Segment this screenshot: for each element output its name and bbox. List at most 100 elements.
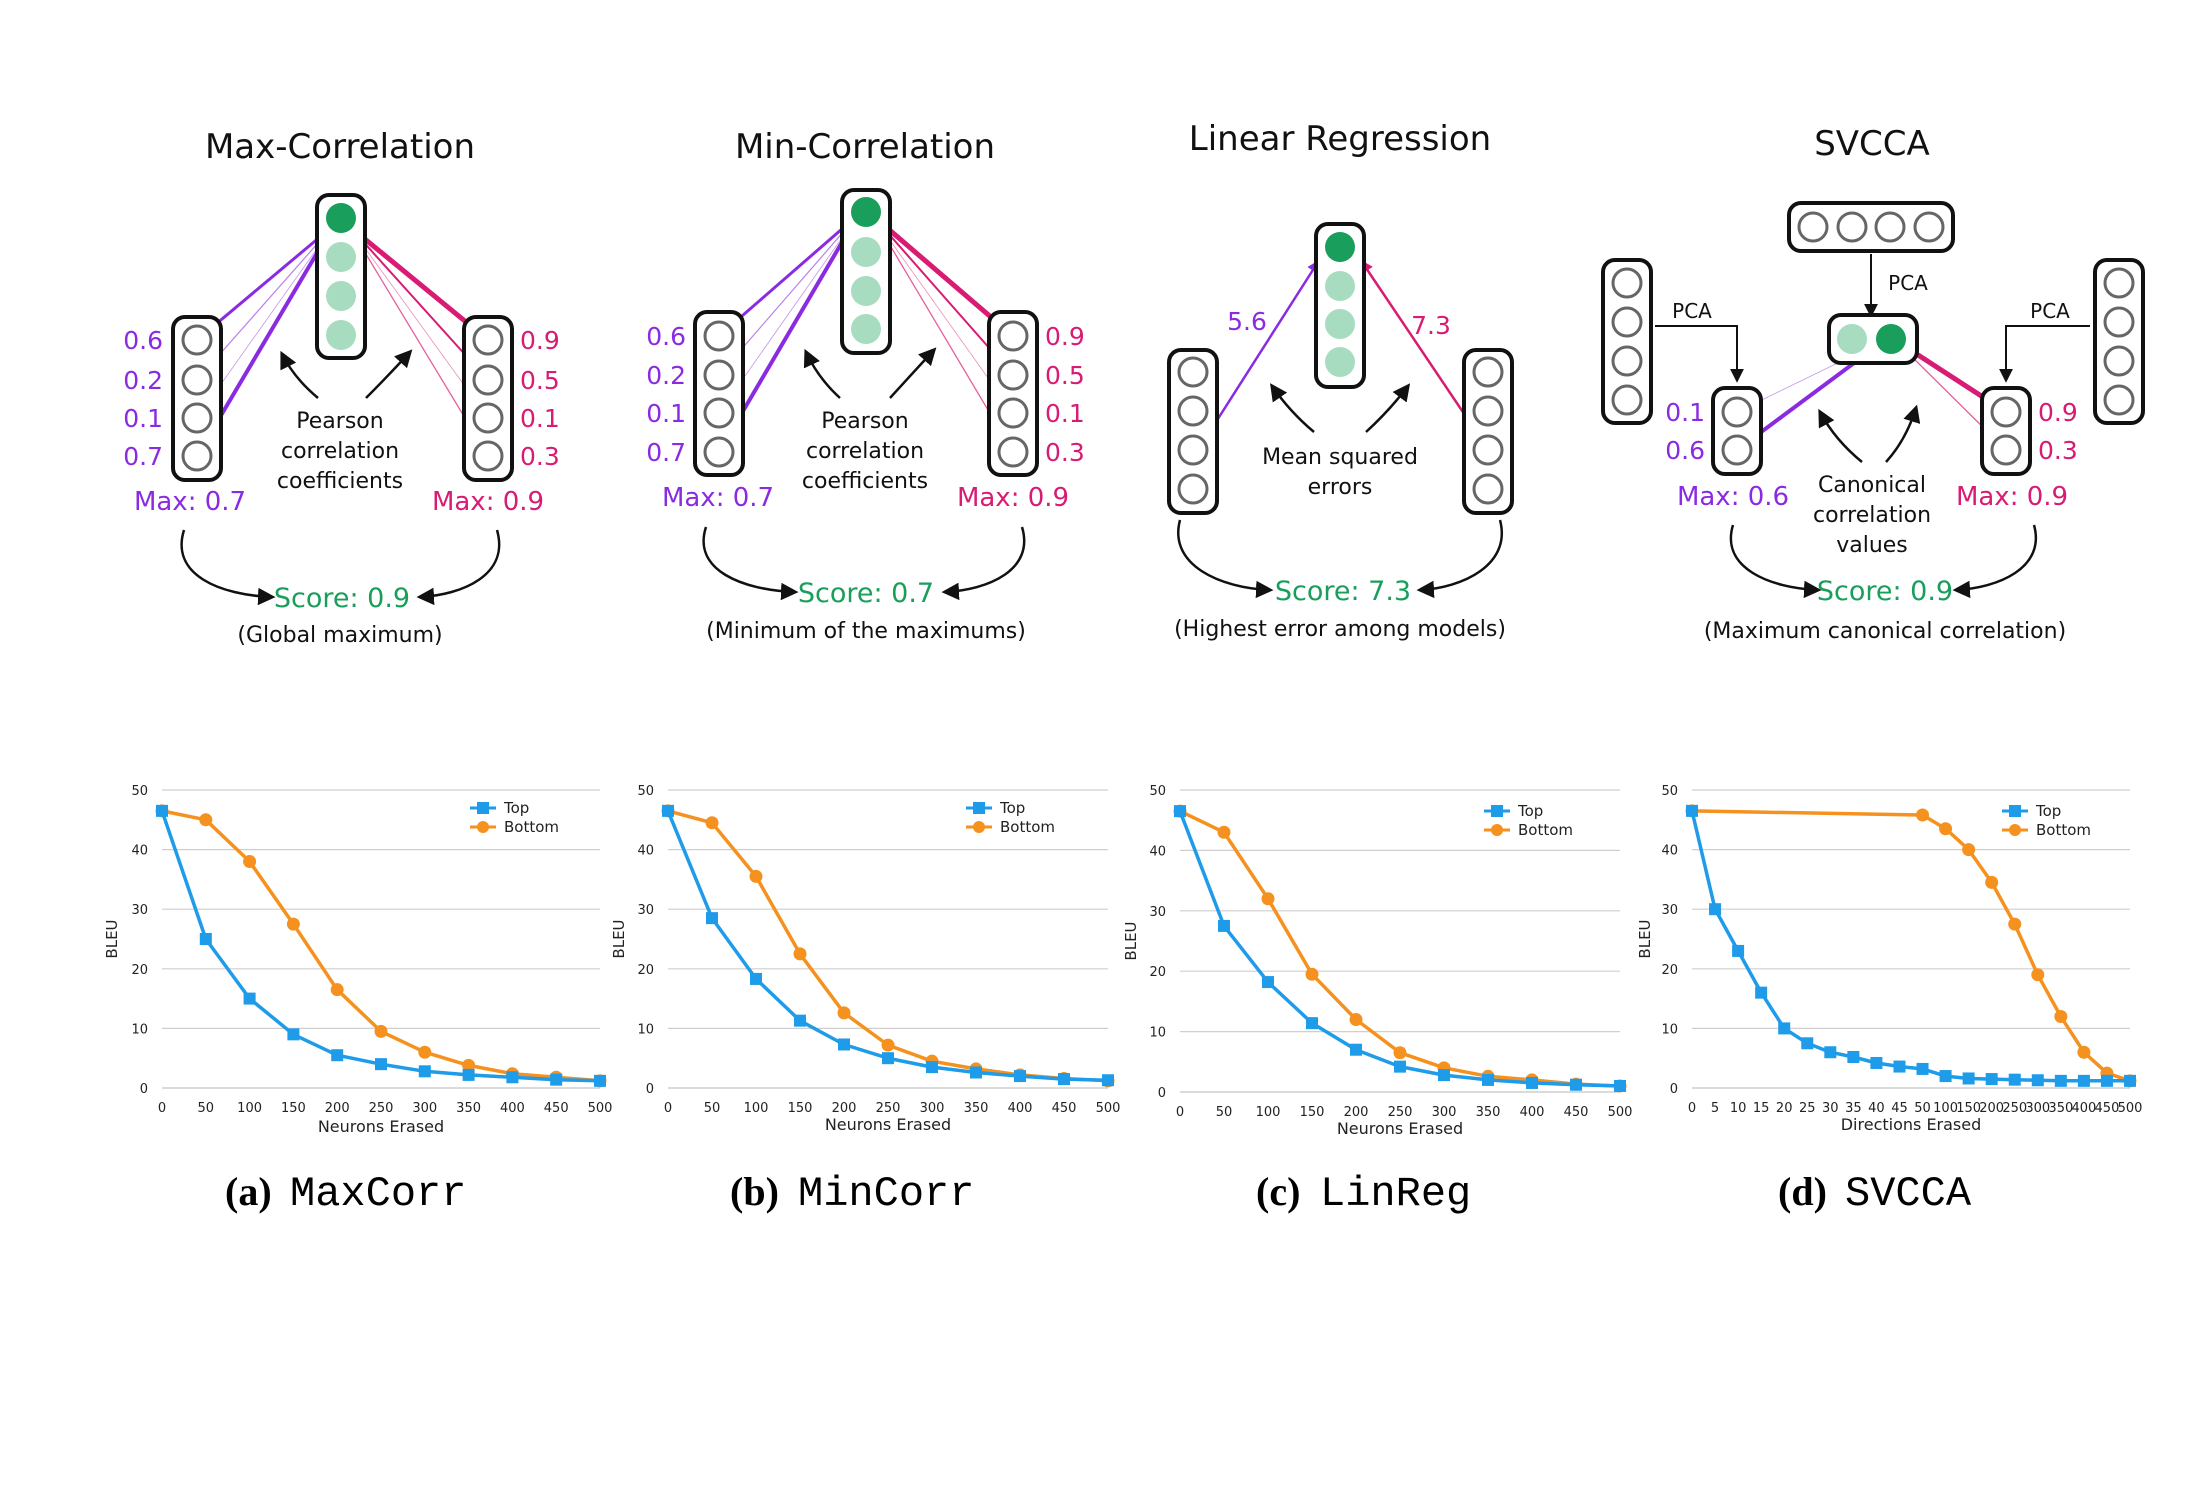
data-point-bottom bbox=[793, 947, 807, 961]
caption-code: MaxCorr bbox=[290, 1170, 466, 1218]
legend-label: Bottom bbox=[1000, 818, 1055, 836]
data-point-top bbox=[662, 804, 674, 817]
left-value: 0.7 bbox=[646, 438, 686, 467]
neuron bbox=[326, 281, 356, 311]
x-tick-label: 250 bbox=[2002, 1101, 2027, 1116]
y-tick-label: 40 bbox=[637, 844, 654, 859]
neuron bbox=[851, 314, 881, 344]
x-tick-label: 500 bbox=[1608, 1105, 1633, 1120]
x-tick-label: 15 bbox=[1753, 1101, 1770, 1116]
data-point-top bbox=[1306, 1017, 1318, 1030]
x-tick-label: 100 bbox=[1256, 1105, 1281, 1120]
x-tick-label: 400 bbox=[1520, 1105, 1545, 1120]
caption-c: (c) LinReg bbox=[1256, 1169, 1471, 1218]
score-note: (Maximum canonical correlation) bbox=[1704, 619, 2066, 644]
data-point-top bbox=[794, 1014, 806, 1027]
left-neurons bbox=[181, 324, 213, 472]
data-point-top bbox=[1438, 1069, 1450, 1082]
neuron bbox=[1325, 347, 1355, 377]
pca-arrow bbox=[1655, 325, 1744, 383]
x-axis-title: Directions Erased bbox=[1841, 1115, 1982, 1134]
data-point-top bbox=[550, 1073, 563, 1086]
legend-label: Bottom bbox=[2036, 821, 2091, 839]
neuron bbox=[1837, 324, 1867, 354]
left-value: 0.6 bbox=[1665, 436, 1705, 465]
x-tick-label: 450 bbox=[2095, 1101, 2120, 1116]
right-max: Max: 0.9 bbox=[432, 487, 544, 517]
left-value: 0.2 bbox=[123, 366, 163, 395]
caption-label: (b) bbox=[730, 1169, 779, 1214]
right-model-box bbox=[462, 315, 514, 482]
pca-arrow bbox=[1999, 325, 2090, 383]
data-point-bottom bbox=[243, 855, 257, 869]
top-model-box bbox=[1787, 201, 1955, 253]
data-point-top bbox=[1870, 1056, 1883, 1069]
x-tick-label: 200 bbox=[1979, 1101, 2004, 1116]
caption-d: (d) SVCCA bbox=[1778, 1169, 1972, 1218]
right-neurons bbox=[1472, 356, 1504, 505]
y-tick-label: 20 bbox=[1661, 963, 1678, 978]
x-tick-label: 150 bbox=[788, 1101, 813, 1116]
series-line-top bbox=[1690, 810, 2130, 1083]
pointer-arrow bbox=[1365, 383, 1411, 433]
x-tick-label: 450 bbox=[544, 1101, 569, 1116]
data-point-top bbox=[2054, 1074, 2067, 1087]
y-axis-title: BLEU bbox=[1122, 921, 1140, 960]
data-point-top bbox=[1916, 1062, 1929, 1075]
x-tick-label: 45 bbox=[1891, 1101, 1908, 1116]
x-tick-label: 10 bbox=[1730, 1101, 1747, 1116]
legend-marker bbox=[1491, 805, 1503, 817]
pointer-arrow bbox=[1818, 408, 1863, 463]
y-tick-label: 30 bbox=[1661, 903, 1678, 918]
middle-label: values bbox=[1836, 533, 1908, 558]
middle-label: Pearson bbox=[296, 409, 383, 434]
pca-label: PCA bbox=[1888, 271, 1928, 295]
score-arrow bbox=[1177, 519, 1274, 599]
data-point-top bbox=[1847, 1051, 1860, 1064]
data-point-top bbox=[1686, 804, 1698, 817]
right-value: 0.5 bbox=[520, 366, 560, 395]
x-axis-title: Neurons Erased bbox=[318, 1117, 444, 1136]
target-neuron bbox=[1876, 324, 1906, 354]
x-tick-label: 350 bbox=[964, 1101, 989, 1116]
y-tick-label: 10 bbox=[1661, 1022, 1678, 1037]
x-tick-label: 150 bbox=[1300, 1105, 1325, 1120]
y-tick-label: 10 bbox=[637, 1022, 654, 1037]
data-point-top bbox=[706, 912, 718, 925]
pointer-arrow bbox=[365, 349, 413, 399]
x-tick-label: 25 bbox=[1799, 1101, 1816, 1116]
middle-label: correlation bbox=[281, 439, 399, 464]
data-point-top bbox=[1350, 1043, 1362, 1056]
left-value: 0.1 bbox=[123, 404, 163, 433]
score-arrow bbox=[1416, 519, 1503, 599]
data-point-top bbox=[1570, 1078, 1582, 1091]
series-line-top bbox=[1178, 810, 1621, 1088]
x-tick-label: 500 bbox=[2118, 1101, 2143, 1116]
data-point-top bbox=[1824, 1046, 1837, 1059]
data-point-bottom bbox=[1261, 892, 1275, 906]
data-point-bottom bbox=[2077, 1045, 2091, 1059]
left-value: 0.2 bbox=[646, 361, 686, 390]
x-tick-label: 50 bbox=[198, 1101, 215, 1116]
data-point-bottom bbox=[1393, 1046, 1407, 1060]
y-tick-label: 40 bbox=[1661, 844, 1678, 859]
x-axis-title: Neurons Erased bbox=[825, 1115, 951, 1134]
left-model-box bbox=[693, 310, 745, 477]
diagram-linreg: Linear Regression 5.6 7.3 Mean squared e… bbox=[1167, 119, 1514, 642]
pointer-arrow bbox=[889, 347, 937, 399]
pointer-arrow bbox=[280, 350, 319, 399]
data-point-top bbox=[199, 933, 212, 945]
legend-marker bbox=[2009, 805, 2021, 817]
x-tick-label: 300 bbox=[2025, 1101, 2050, 1116]
data-point-top bbox=[506, 1071, 519, 1084]
score: Score: 0.7 bbox=[798, 578, 934, 609]
left-max: Max: 0.7 bbox=[662, 483, 774, 513]
x-tick-label: 50 bbox=[1216, 1105, 1233, 1120]
x-tick-label: 250 bbox=[369, 1101, 394, 1116]
x-tick-label: 400 bbox=[1008, 1101, 1033, 1116]
data-point-bottom bbox=[1217, 825, 1231, 839]
data-point-top bbox=[1778, 1022, 1791, 1035]
diagram-title: Min-Correlation bbox=[735, 127, 995, 167]
legend-label: Top bbox=[999, 799, 1025, 817]
data-point-bottom bbox=[1305, 967, 1319, 981]
